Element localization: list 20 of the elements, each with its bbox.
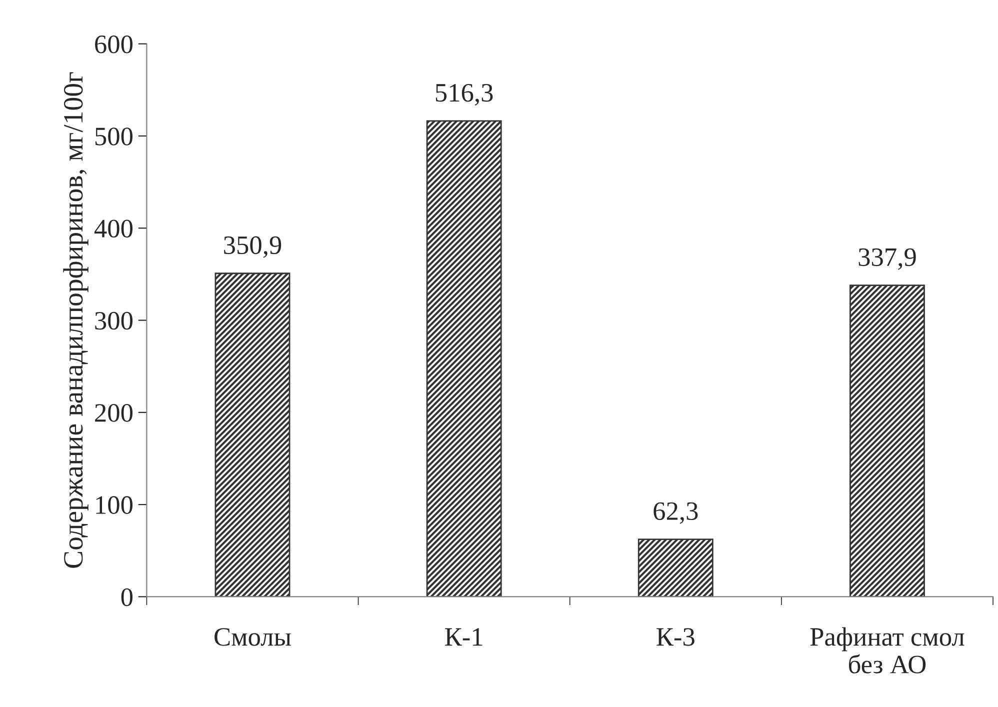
x-tick-label: Рафинат смол без АО (810, 627, 964, 674)
bar (214, 272, 290, 597)
data-label: 337,9 (858, 248, 916, 270)
y-tick-label: 100 (96, 496, 133, 514)
data-label: 350,9 (224, 236, 282, 258)
y-tick-label: 400 (94, 220, 133, 238)
y-tick-label: 200 (95, 404, 133, 422)
x-tick-label: К-1 (445, 628, 482, 646)
y-tick-label: 600 (95, 35, 133, 54)
bar (850, 284, 925, 597)
bar (638, 538, 714, 597)
y-tick-label: 300 (95, 312, 133, 330)
y-tick-label: 500 (95, 128, 133, 146)
bar (426, 120, 502, 597)
data-label: 62,3 (654, 502, 698, 524)
y-tick-label: 0 (121, 588, 133, 606)
x-tick-label: Смолы (214, 628, 291, 646)
y-axis-title: Содержание ванадилпорфиринов, мг/100г (63, 72, 88, 568)
x-tick-label: К-3 (656, 628, 694, 646)
data-label: 516,3 (436, 84, 493, 106)
